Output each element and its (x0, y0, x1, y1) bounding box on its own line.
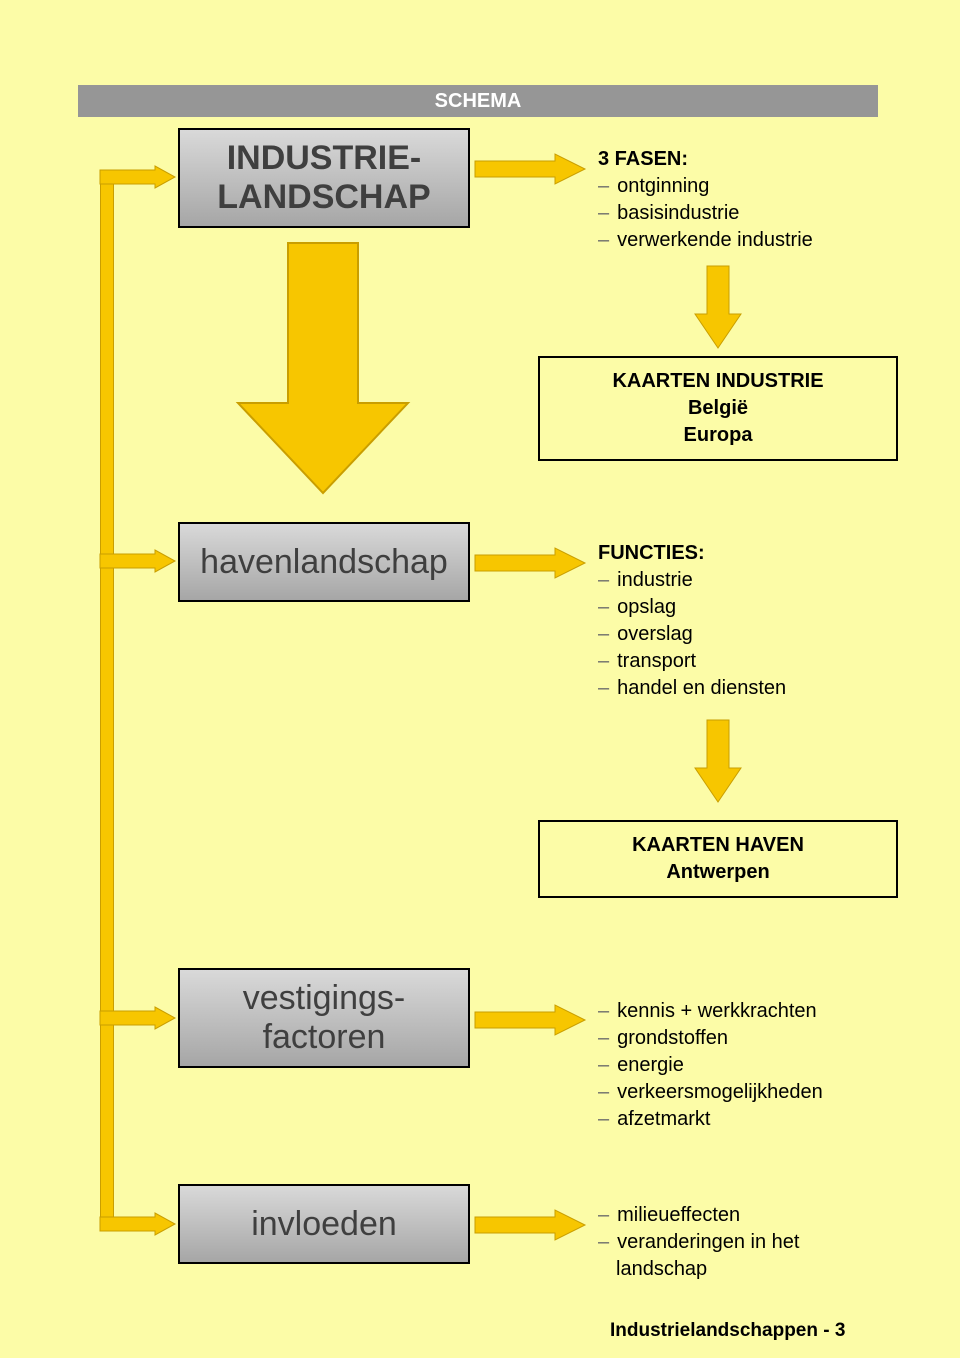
block-vestiging-list: kennis + werkkrachten grondstoffen energ… (598, 998, 918, 1133)
functies-list: industrie opslag overslag transport hand… (598, 567, 918, 702)
invloeden-list: milieueffecten veranderingen in het land… (598, 1202, 858, 1283)
box-havenlandschap: havenlandschap (178, 522, 470, 602)
vestiging-item: afzetmarkt (616, 1106, 918, 1133)
arrow-invloeden-to-list (475, 1210, 585, 1240)
title-bar-label: SCHEMA (435, 90, 522, 112)
box-kaarten-haven: KAARTEN HAVEN Antwerpen (538, 820, 898, 898)
branch-arrow-haven (100, 550, 175, 572)
fasen-heading: 3 FASEN: (598, 146, 918, 173)
vestiging-item: verkeersmogelijkheden (616, 1079, 918, 1106)
functies-item: handel en diensten (616, 675, 918, 702)
connector-vertical-line (100, 175, 114, 1228)
functies-item: transport (616, 648, 918, 675)
box-industrie-line2: LANDSCHAP (217, 178, 430, 217)
block-fasen: 3 FASEN: ontginning basisindustrie verwe… (598, 146, 918, 254)
fasen-item: ontginning (616, 173, 918, 200)
box-haven-label: havenlandschap (200, 543, 448, 582)
footer-label: Industrielandschappen - 3 (610, 1320, 845, 1341)
block-invloeden-list: milieueffecten veranderingen in het land… (598, 1202, 858, 1283)
branch-arrow-invloeden (100, 1213, 175, 1235)
fasen-item: verwerkende industrie (616, 227, 918, 254)
down-arrow-functies-kaarten (695, 720, 741, 802)
functies-item: overslag (616, 621, 918, 648)
kaarten-industrie-line3: Europa (550, 422, 886, 449)
arrow-industrie-to-fasen (475, 154, 585, 184)
arrow-vestiging-to-list (475, 1005, 585, 1035)
branch-arrow-industrie (100, 166, 175, 188)
big-down-arrow (238, 243, 408, 493)
box-industrie-line1: INDUSTRIE- (217, 139, 430, 178)
kaarten-industrie-line2: België (550, 395, 886, 422)
invloeden-item: milieueffecten (616, 1202, 858, 1229)
fasen-item: basisindustrie (616, 200, 918, 227)
vestiging-item: grondstoffen (616, 1025, 918, 1052)
page-footer: Industrielandschappen - 3 (610, 1320, 845, 1342)
functies-heading: FUNCTIES: (598, 540, 918, 567)
fasen-list: ontginning basisindustrie verwerkende in… (598, 173, 918, 254)
block-functies: FUNCTIES: industrie opslag overslag tran… (598, 540, 918, 702)
box-kaarten-industrie: KAARTEN INDUSTRIE België Europa (538, 356, 898, 461)
kaarten-industrie-line1: KAARTEN INDUSTRIE (550, 368, 886, 395)
functies-item: opslag (616, 594, 918, 621)
arrow-haven-to-functies (475, 548, 585, 578)
box-vestiging-line2: factoren (243, 1018, 406, 1057)
box-vestiging-line1: vestigings- (243, 979, 406, 1018)
vestiging-item: kennis + werkkrachten (616, 998, 918, 1025)
box-invloeden-label: invloeden (251, 1205, 397, 1244)
box-vestigingsfactoren: vestigings- factoren (178, 968, 470, 1068)
vestiging-list: kennis + werkkrachten grondstoffen energ… (598, 998, 918, 1133)
branch-arrow-vestiging (100, 1007, 175, 1029)
kaarten-haven-line2: Antwerpen (550, 859, 886, 886)
title-bar: SCHEMA (78, 85, 878, 117)
kaarten-haven-line1: KAARTEN HAVEN (550, 832, 886, 859)
box-industrie-landschap: INDUSTRIE- LANDSCHAP (178, 128, 470, 228)
functies-item: industrie (616, 567, 918, 594)
down-arrow-fasen-kaarten (695, 266, 741, 348)
invloeden-item: veranderingen in het landschap (616, 1229, 858, 1283)
vestiging-item: energie (616, 1052, 918, 1079)
box-invloeden: invloeden (178, 1184, 470, 1264)
